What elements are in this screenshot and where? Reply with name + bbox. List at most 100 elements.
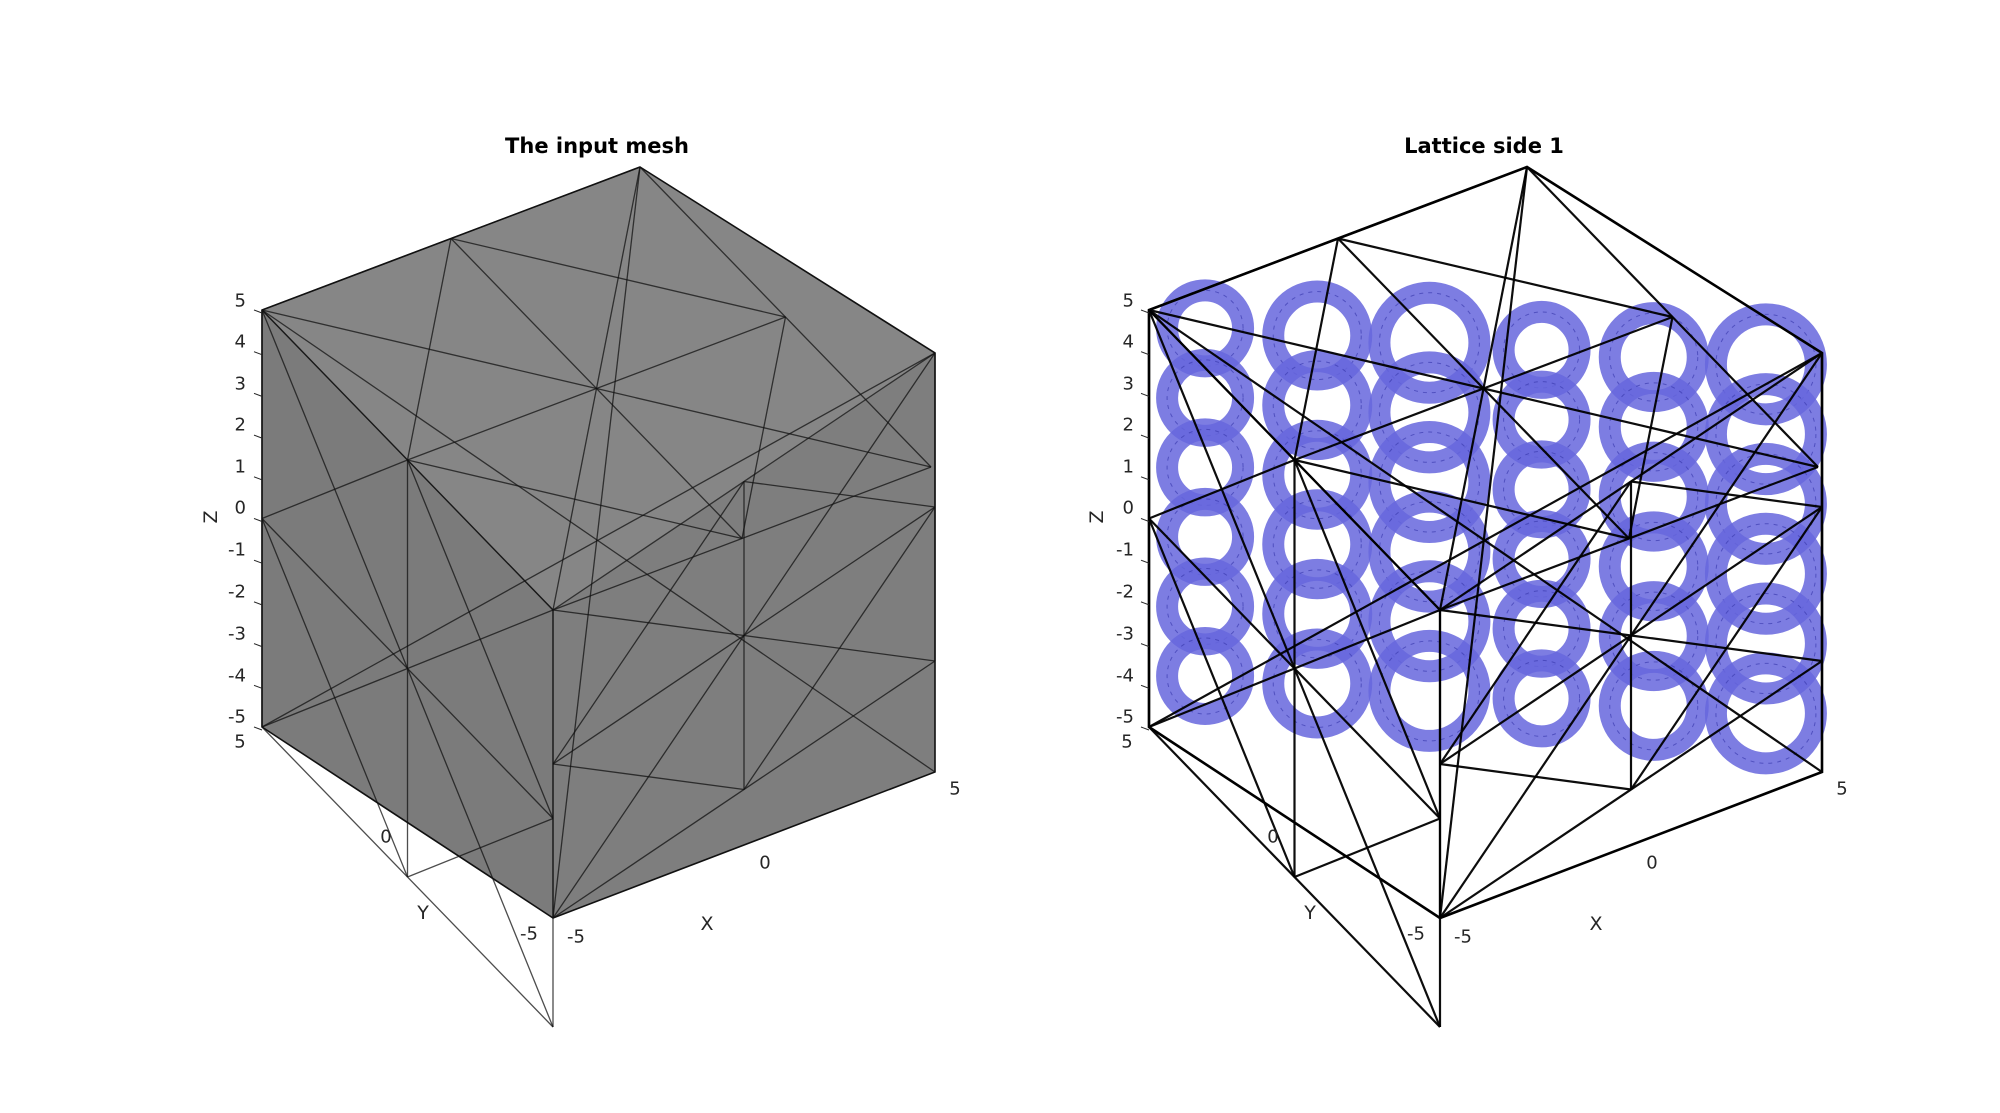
z-tick-label: 0 [234, 497, 246, 519]
right-y-tick-label: 0 [1267, 826, 1279, 848]
z-tick-label: -5 [228, 706, 246, 728]
z-tick-mark [1140, 434, 1150, 439]
mesh-edge [1148, 352, 1823, 728]
mesh-edge [1630, 506, 1823, 791]
lattice-ring-edge [1272, 430, 1362, 520]
left-axes-title: The input mesh [505, 134, 689, 158]
mesh-edge [743, 506, 936, 790]
z-tick-mark [1140, 643, 1150, 648]
lattice-ring-edge [1166, 567, 1244, 645]
mesh-edge [261, 459, 408, 520]
z-tick-label: -5 [1116, 706, 1134, 728]
z-tick-label: -2 [228, 581, 246, 603]
right-x-tick-label: -5 [1454, 926, 1472, 948]
mesh-outline [261, 166, 936, 919]
lattice-ring-edge [1272, 638, 1362, 728]
left-y-tick-label: 0 [380, 826, 392, 848]
lattice-ring-edge [1503, 381, 1581, 459]
lattice-ring-edge [1166, 637, 1244, 715]
lattice-ring-edge [1503, 450, 1581, 528]
z-tick-mark [1140, 518, 1150, 522]
left-x-tick-label: 0 [759, 852, 771, 874]
z-tick-mark [253, 684, 263, 689]
mesh-edge [1294, 817, 1441, 879]
z-tick-mark [253, 434, 263, 439]
mesh-edge [1294, 608, 1441, 670]
lattice-ring-edge [1609, 661, 1699, 751]
lattice-ring-edge [1609, 382, 1699, 472]
lattice-ring-edge [1715, 662, 1817, 764]
z-tick-mark [253, 643, 263, 648]
mesh-edge [1293, 238, 1340, 461]
z-tick-label: 5 [1122, 290, 1134, 312]
lattice-ring-edge [1715, 593, 1817, 695]
mesh-edge [1438, 166, 1529, 919]
right-z-axis-label: Z [1086, 510, 1108, 524]
lattice-ring-edge [1378, 292, 1480, 394]
z-tick-label: 3 [234, 373, 246, 395]
lattice-ring-edge [1609, 521, 1699, 611]
back-face [262, 167, 935, 918]
z-tick-mark [253, 351, 263, 356]
lattice-ring-edge [1503, 659, 1581, 737]
z-tick-mark [1140, 601, 1150, 606]
lattice-ring-edge [1715, 313, 1817, 415]
z-tick-label: -3 [1116, 623, 1134, 645]
right-axes-title: Lattice side 1 [1404, 134, 1564, 158]
mesh-edge [1439, 634, 1632, 919]
mesh-edge [1148, 667, 1295, 729]
mesh-edge [1630, 352, 1823, 637]
z-tick-label: 5 [234, 290, 246, 312]
left-x-tick-label: -5 [567, 926, 585, 948]
z-tick-label: 2 [1122, 414, 1134, 436]
mesh-edge [1482, 166, 1529, 389]
input-mesh [261, 166, 936, 1028]
z-tick-mark [1140, 392, 1150, 397]
z-tick-mark [253, 518, 263, 522]
z-tick-label: -1 [1116, 539, 1134, 561]
axis-ticks [253, 309, 263, 731]
lattice-struts [1156, 279, 1827, 775]
right-y-axis-label: Y [1304, 902, 1316, 924]
mesh-edge [595, 166, 641, 389]
left-x-tick-label: 5 [949, 778, 961, 800]
lattice-ring-edge [1503, 311, 1581, 389]
lattice-ring [1704, 652, 1827, 775]
axis-ticks [1140, 309, 1150, 731]
z-tick-mark [1140, 309, 1150, 314]
z-tick-mark [253, 559, 263, 564]
z-tick-mark [1140, 476, 1150, 481]
z-tick-label: 1 [234, 456, 246, 478]
mesh-edge [407, 609, 554, 670]
mesh-edge [552, 388, 598, 611]
mesh-edge [741, 316, 787, 539]
mesh-edge [1627, 316, 1674, 539]
left-y-tick-label: -5 [520, 923, 538, 945]
z-tick-mark [253, 601, 263, 606]
lattice-ring-edge [1272, 499, 1362, 589]
lattice-ring-edge [1166, 359, 1244, 437]
right-y-tick-label: 5 [1121, 731, 1133, 753]
mesh-edge [406, 238, 452, 461]
z-tick-mark [1140, 559, 1150, 564]
mesh-outline [1147, 165, 1824, 920]
z-tick-mark [253, 309, 263, 314]
mesh-edge [552, 481, 745, 765]
mesh-edge [1439, 480, 1632, 765]
z-tick-label: 2 [234, 414, 246, 436]
mesh-edge [743, 352, 936, 636]
left-y-tick-label: 5 [234, 731, 246, 753]
z-tick-mark [1140, 351, 1150, 356]
z-tick-label: 4 [234, 331, 246, 353]
mesh-edge [1148, 458, 1295, 520]
lattice-ring-edge [1272, 291, 1362, 381]
mesh-edge [261, 667, 408, 728]
left-y-axis-label: Y [417, 902, 429, 924]
z-tick-mark [253, 726, 263, 731]
lattice-ring-edge [1715, 523, 1817, 625]
lattice-ring-edge [1166, 428, 1244, 506]
z-tick-label: -1 [228, 539, 246, 561]
